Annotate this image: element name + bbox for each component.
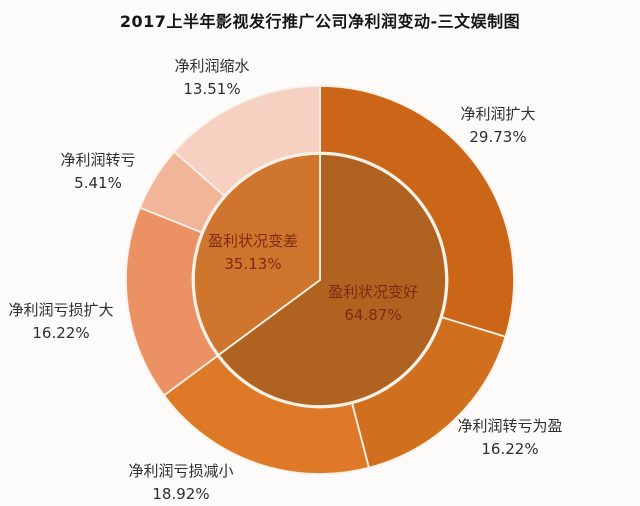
outer-slice-label: 净利润缩水 13.51% [132,55,292,101]
slice-value: 29.73% [469,128,527,146]
slice-name: 净利润转亏为盈 [457,417,563,435]
pie-slice [173,85,321,197]
slice-name: 盈利状况变好 [327,283,418,301]
slice-value: 13.51% [183,80,241,98]
outer-slice-label: 净利润转亏 5.41% [18,149,178,195]
slice-name: 盈利状况变差 [207,232,298,250]
slice-name: 净利润扩大 [460,105,536,123]
slice-value: 35.13% [224,255,282,273]
outer-slice-label: 净利润转亏为盈 16.22% [420,415,600,461]
slice-name: 净利润亏损扩大 [8,301,114,319]
pie-slice [193,153,321,356]
slice-value: 64.87% [344,306,402,324]
slice-value: 18.92% [152,485,210,503]
slice-value: 16.22% [481,440,539,458]
chart-title: 2017上半年影视发行推广公司净利润变动-三文娱制图 [119,12,521,31]
inner-slice-label: 盈利状况变差 35.13% [163,230,343,276]
outer-slice-label: 净利润亏损扩大 16.22% [0,299,142,345]
inner-slice-label: 盈利状况变好 64.87% [283,281,463,327]
slice-name: 净利润缩水 [174,57,250,75]
slice-value: 5.41% [74,174,122,192]
outer-slice-label: 净利润扩大 29.73% [418,103,578,149]
slice-name: 净利润亏损减小 [128,462,234,480]
pie-slice [217,153,447,407]
slice-value: 16.22% [32,324,90,342]
pie-slice [319,85,515,338]
outer-slice-label: 净利润亏损减小 18.92% [91,460,271,506]
slice-name: 净利润转亏 [60,151,136,169]
